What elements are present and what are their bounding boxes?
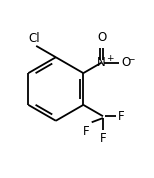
Text: −: − — [127, 55, 135, 64]
Text: F: F — [83, 125, 89, 138]
Text: +: + — [107, 54, 114, 63]
Text: F: F — [100, 132, 106, 145]
Text: Cl: Cl — [29, 32, 41, 45]
Text: F: F — [118, 110, 125, 123]
Text: N: N — [97, 56, 106, 69]
Text: O: O — [121, 56, 131, 69]
Text: O: O — [97, 31, 106, 44]
